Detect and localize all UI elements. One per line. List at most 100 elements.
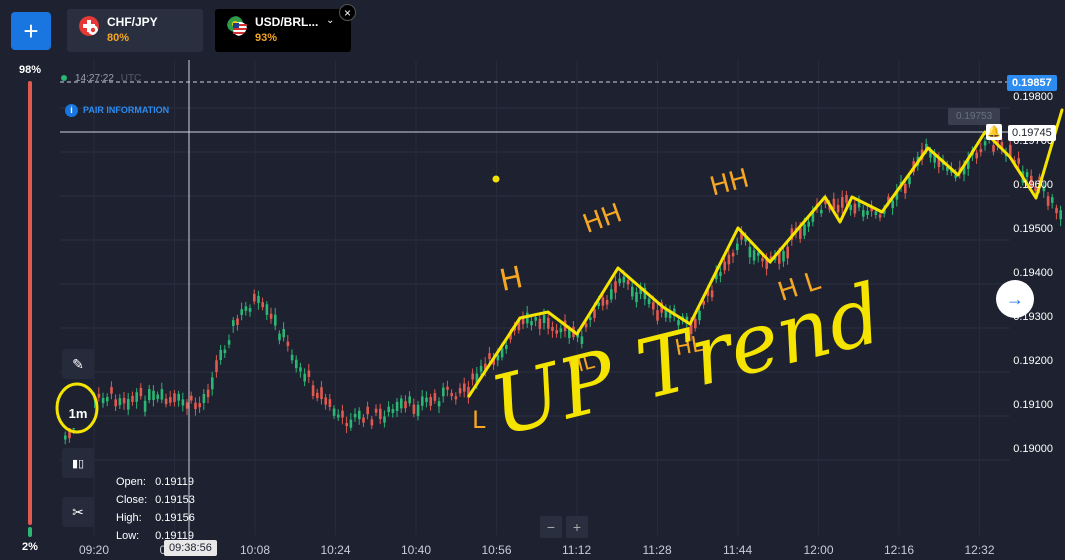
zoom-in-button[interactable]: + [566, 516, 588, 538]
price-tick-label: 0.19000 [1013, 443, 1053, 455]
candle-body [496, 354, 500, 361]
candle-body [437, 401, 441, 407]
candle-body [668, 310, 672, 319]
server-time-value: 14:27:22 [75, 73, 114, 84]
bell-icon[interactable]: 🔔 [986, 124, 1002, 140]
price-ghost-label: 0.19753 [948, 108, 1001, 125]
candle-body [778, 251, 781, 264]
time-tick-label: 12:16 [884, 543, 915, 557]
timeframe-button[interactable]: 1m [62, 398, 94, 428]
candle-body [316, 392, 319, 399]
candle-body [219, 349, 222, 361]
zoom-out-button[interactable]: − [540, 516, 562, 538]
candle-body [731, 252, 735, 257]
candle-body [727, 254, 731, 265]
candle-body [131, 395, 134, 402]
annotation-l: L [472, 406, 486, 434]
candle-body [975, 152, 978, 159]
open-value: 0.19119 [155, 476, 195, 488]
candle-body [190, 395, 193, 401]
candle-body [652, 302, 655, 310]
draw-tool-button[interactable]: ✎ [62, 349, 94, 379]
candle-body [656, 310, 659, 321]
candle-body [202, 393, 206, 404]
candle-body [799, 228, 802, 239]
candle-body [328, 399, 332, 407]
candle-body [261, 302, 264, 308]
candle-body [248, 307, 252, 312]
candle-body [101, 397, 105, 404]
candle-body [836, 204, 840, 213]
candle-body [593, 309, 596, 318]
candle-body [870, 206, 873, 212]
pencil-icon: ✎ [72, 355, 84, 372]
candle-body [568, 328, 571, 338]
pair-information-link[interactable]: i PAIR INFORMATION [65, 104, 169, 117]
time-tick-label: 11:28 [642, 543, 672, 557]
candle-body [206, 389, 210, 398]
asset-tab-chf-jpy[interactable]: CHF/JPY 80% [67, 9, 203, 52]
candle-body [127, 398, 130, 410]
candle-body [198, 403, 201, 408]
candle-body [307, 370, 311, 377]
close-icon[interactable]: × [339, 4, 356, 21]
time-tick-label: 10:56 [481, 543, 512, 557]
candle-body [463, 383, 466, 392]
candle-body [68, 427, 71, 439]
open-label: Open: [116, 476, 146, 488]
time-tick-label: 10:40 [401, 543, 432, 557]
candle-body [526, 312, 529, 324]
candle-body [433, 393, 437, 401]
chevron-down-icon[interactable]: ⌄ [326, 15, 335, 26]
candle-body [677, 320, 680, 326]
candle-body [689, 322, 693, 335]
chart-grid [60, 60, 1010, 535]
candle-body [580, 336, 584, 344]
candle-body [114, 399, 117, 407]
candle-body [471, 373, 474, 380]
candle-body [954, 174, 957, 178]
candle-body [698, 310, 701, 321]
server-time-zone: UTC [120, 73, 142, 84]
indicators-button[interactable]: ✂ [62, 497, 94, 527]
time-tick-label: 11:44 [723, 543, 753, 557]
candle-body [488, 353, 491, 360]
time-tick-label: 12:00 [803, 543, 834, 557]
candle-body [1009, 144, 1012, 156]
candle-body [807, 221, 810, 227]
candle-body [345, 423, 348, 427]
candle-body [521, 315, 525, 325]
candle-body [925, 143, 928, 151]
candle-body [475, 373, 479, 386]
candle-body [303, 373, 306, 382]
handwritten-annotations [467, 108, 1064, 398]
chart-type-button[interactable]: ▮▯ [62, 448, 94, 478]
candle-body [811, 210, 815, 222]
candle-body [265, 304, 269, 315]
asset-payout: 93% [255, 32, 278, 44]
candle-body [1059, 210, 1062, 220]
candle-body [1046, 196, 1050, 206]
zoom-out-label: − [546, 519, 556, 535]
candle-body [710, 290, 714, 298]
candle-body [122, 397, 126, 404]
candle-body [841, 197, 844, 208]
candle-body [862, 210, 865, 217]
price-tick-label: 0.19600 [1013, 179, 1053, 191]
candle-body [967, 157, 970, 169]
usd-brl-flag-icon [227, 16, 247, 36]
indicators-icon: ✂ [72, 503, 84, 520]
add-chart-button[interactable]: + [11, 12, 51, 50]
price-tick-label: 0.19100 [1013, 399, 1053, 411]
scroll-to-latest-button[interactable]: → [996, 280, 1034, 318]
candle-body [320, 387, 323, 400]
candle-body [194, 402, 197, 410]
candle-body [106, 397, 109, 402]
candle-body [139, 387, 143, 397]
time-tick-label: 11:12 [562, 543, 592, 557]
candle-body [227, 340, 231, 345]
high-value: 0.19156 [155, 512, 195, 524]
asset-tab-usd-brl[interactable]: USD/BRL... 93% [215, 9, 351, 52]
candle-body [946, 166, 949, 171]
